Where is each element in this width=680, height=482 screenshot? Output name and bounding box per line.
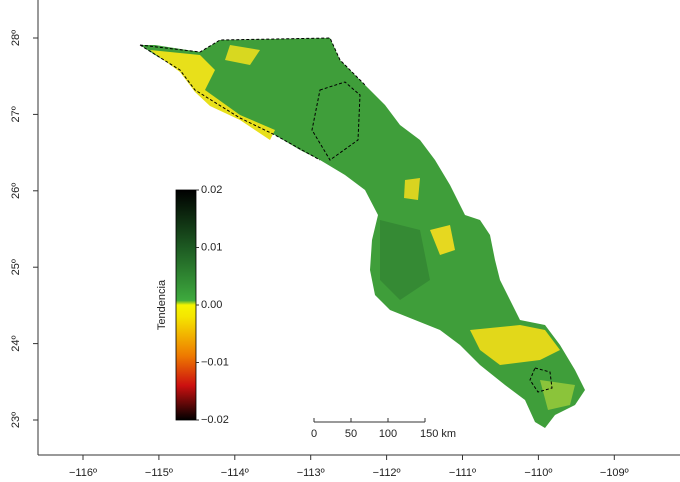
colorbar-title: Tendencia [156,279,168,330]
scale-label: 100 [379,428,397,440]
scale-label: 50 [345,428,357,440]
x-tick-label: −112º [373,467,401,479]
x-tick-label: −114º [221,467,249,479]
x-tick-label: −111º [449,467,476,479]
colorbar-tick-label: −0.02 [201,414,229,426]
scale-label: 150 km [420,428,456,440]
colorbar-tick-label: −0.01 [201,356,229,368]
x-tick-label: −110º [524,467,552,479]
y-tick-label: 26º [10,183,22,199]
colorbar [175,189,197,421]
y-tick-label: 23º [10,412,22,428]
colorbar-tick-label: 0.02 [201,184,222,196]
x-tick-label: −115º [145,467,173,479]
y-tick-label: 24º [10,335,22,351]
colorbar-tick-label: 0.00 [201,299,222,311]
x-tick-label: −109º [600,467,629,479]
y-tick-label: 25º [10,259,22,275]
colorbar-tick-label: 0.01 [201,241,222,253]
y-tick-label: 28º [10,30,22,46]
x-tick-label: −116º [69,467,97,479]
peninsula [139,37,585,428]
x-tick-label: −113º [297,467,325,479]
y-tick-label: 27º [10,106,22,122]
scale-label: 0 [311,428,317,440]
